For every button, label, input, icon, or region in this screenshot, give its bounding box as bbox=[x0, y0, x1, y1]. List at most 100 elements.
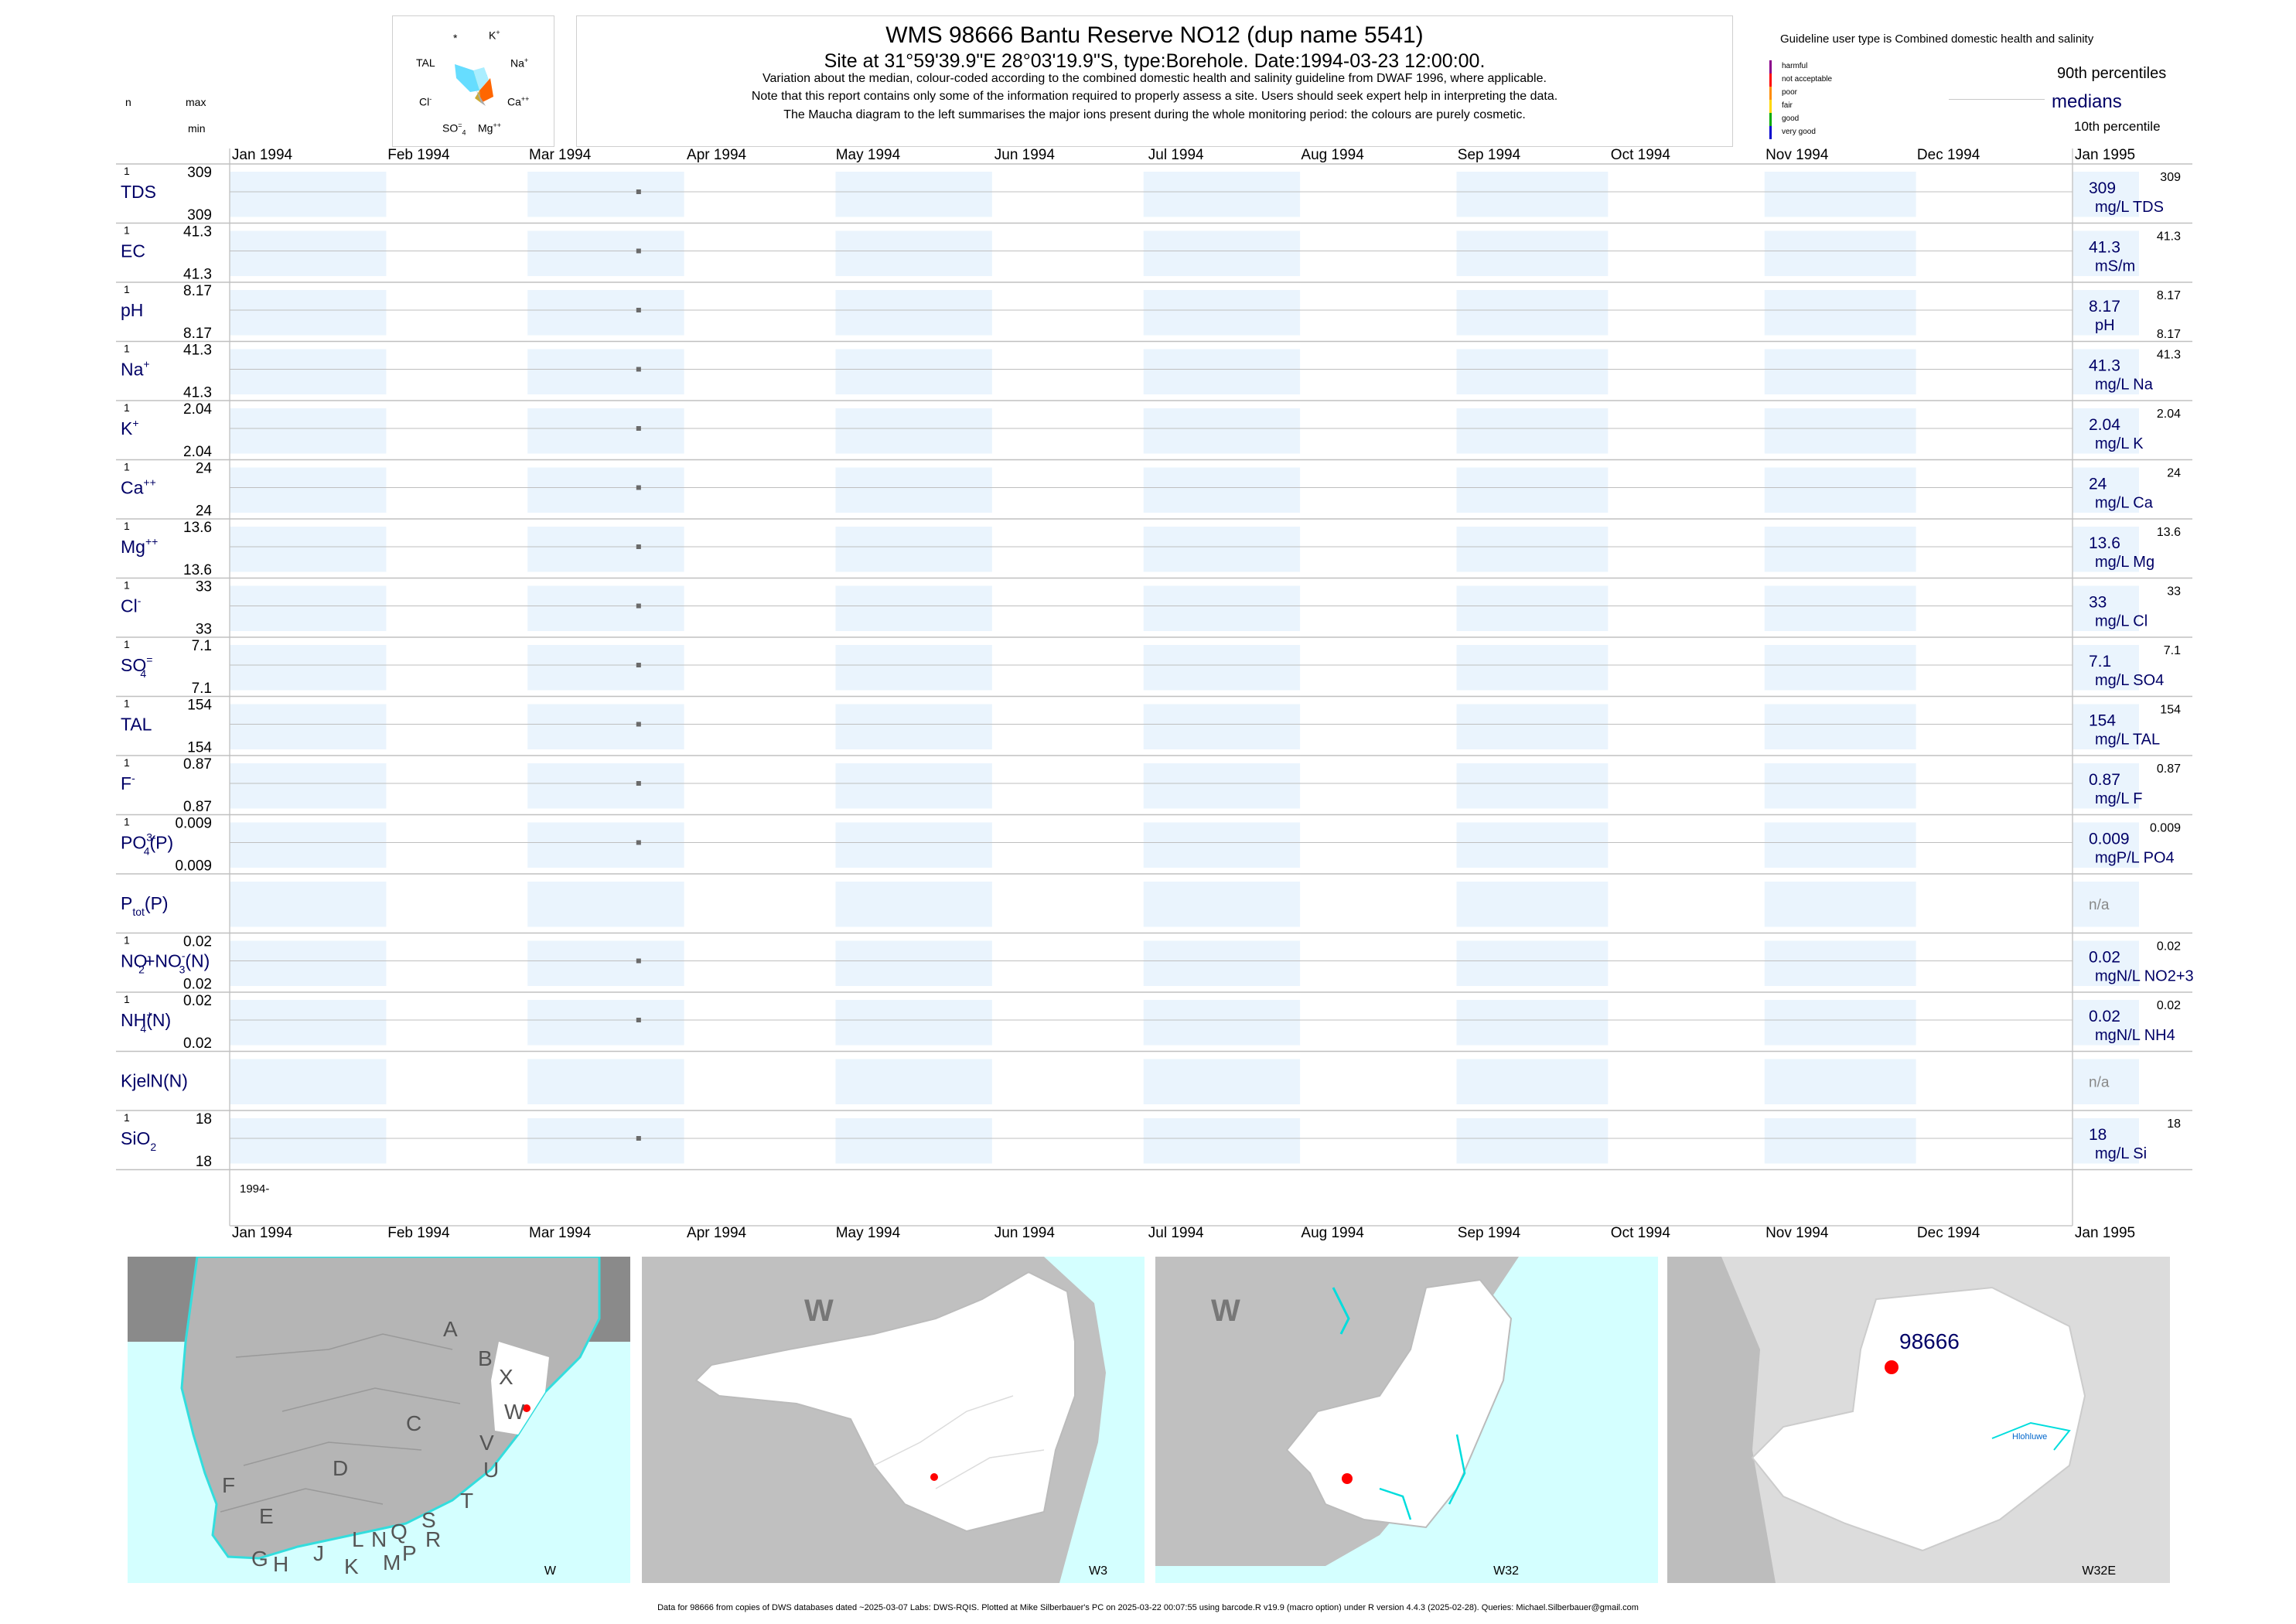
month-band bbox=[835, 408, 992, 454]
month-band bbox=[1764, 349, 1916, 394]
month-band bbox=[1143, 763, 1301, 809]
note-line-1: Variation about the median, colour-coded… bbox=[762, 72, 1547, 85]
row-units: mg/L K bbox=[2095, 435, 2144, 452]
row-max: 0.02 bbox=[183, 993, 212, 1009]
row-max: 8.17 bbox=[183, 283, 212, 299]
x-tick-label-top: Aug 1994 bbox=[1301, 147, 1364, 163]
data-point-no bbox=[636, 958, 641, 964]
month-band bbox=[1764, 940, 1916, 986]
row-max: 0.009 bbox=[175, 816, 212, 832]
month-band bbox=[1456, 467, 1609, 513]
row-p90: 0.009 bbox=[2150, 822, 2181, 835]
month-band bbox=[1456, 1000, 1609, 1046]
row-min: 2.04 bbox=[183, 444, 212, 460]
month-band bbox=[1764, 1059, 1916, 1104]
map-w-letter-b: B bbox=[478, 1346, 493, 1370]
page-title: WMS 98666 Bantu Reserve NO12 (dup name 5… bbox=[885, 22, 1424, 48]
map-w-letter-n: N bbox=[371, 1527, 387, 1551]
row-n: 1 bbox=[124, 816, 130, 828]
month-band bbox=[1764, 527, 1916, 572]
month-band bbox=[2073, 349, 2139, 394]
month-band bbox=[2073, 467, 2139, 513]
month-band bbox=[527, 822, 684, 868]
row-p90: 154 bbox=[2160, 704, 2181, 717]
month-band bbox=[527, 882, 684, 927]
row-n: 1 bbox=[124, 1111, 130, 1124]
x-tick-label-bottom: Apr 1994 bbox=[687, 1225, 747, 1241]
month-band bbox=[527, 704, 684, 749]
month-band bbox=[230, 585, 387, 631]
row-median: 0.02 bbox=[2089, 949, 2120, 967]
month-band bbox=[1143, 230, 1301, 276]
month-band bbox=[835, 585, 992, 631]
maucha-diagram: * K+ TAL Na+ Cl- Ca++ SO=4 Mg++ bbox=[392, 15, 554, 147]
row-units: mg/L Na bbox=[2095, 377, 2154, 394]
maucha-label-k: K+ bbox=[489, 29, 500, 42]
month-band bbox=[1143, 704, 1301, 749]
row-n: 1 bbox=[124, 520, 130, 532]
row-max: 24 bbox=[196, 461, 213, 477]
map-w32e-shape bbox=[1667, 1257, 2170, 1583]
month-band bbox=[1143, 1000, 1301, 1046]
row-n: 1 bbox=[124, 401, 130, 414]
month-band bbox=[527, 645, 684, 691]
month-band bbox=[230, 172, 387, 217]
note-line-3: The Maucha diagram to the left summarise… bbox=[783, 108, 1526, 121]
map-w32-label: W32 bbox=[1493, 1564, 1519, 1578]
map-w32e-place-label: Hlohluwe bbox=[2012, 1432, 2048, 1441]
month-band bbox=[1143, 585, 1301, 631]
month-band bbox=[230, 408, 387, 454]
month-band bbox=[230, 467, 387, 513]
maucha-label-star: * bbox=[453, 32, 458, 44]
map-w-letter-u: U bbox=[483, 1458, 500, 1482]
data-point-nh bbox=[636, 1018, 641, 1022]
month-band bbox=[2073, 408, 2139, 454]
row-n: 1 bbox=[124, 283, 130, 295]
row-p90: 33 bbox=[2167, 585, 2181, 599]
row-p90: 7.1 bbox=[2164, 644, 2181, 657]
row-units: mS/m bbox=[2095, 258, 2135, 275]
month-band bbox=[835, 822, 992, 868]
month-band bbox=[835, 1118, 992, 1164]
month-band bbox=[835, 882, 992, 927]
row-p90: 0.02 bbox=[2157, 940, 2181, 954]
row-p90: 8.17 bbox=[2157, 289, 2181, 302]
guideline-label-5: very good bbox=[1782, 128, 1816, 136]
guideline-color-3 bbox=[1769, 100, 1772, 113]
row-min: 33 bbox=[196, 622, 212, 638]
map-w-letter-f: F bbox=[222, 1473, 236, 1497]
map-w-letter-w: W bbox=[504, 1400, 525, 1424]
month-band bbox=[1456, 645, 1609, 691]
row-min: 41.3 bbox=[183, 385, 212, 401]
row-min: 18 bbox=[196, 1154, 212, 1170]
row-min: 13.6 bbox=[183, 562, 212, 578]
month-band bbox=[230, 940, 387, 986]
row-max: 0.87 bbox=[183, 756, 212, 773]
map-w32e: 98666 Hlohluwe W32E bbox=[1667, 1257, 2170, 1583]
month-band bbox=[1456, 290, 1609, 336]
month-band bbox=[1764, 763, 1916, 809]
column-header-n: n bbox=[125, 96, 131, 108]
month-band bbox=[1456, 1118, 1609, 1164]
month-band bbox=[230, 645, 387, 691]
row-median: 2.04 bbox=[2089, 416, 2120, 434]
variable-label: Na+ bbox=[121, 358, 150, 380]
time-series-chart: Jan 1994 Jan 1994 Feb 1994 Feb 1994 Mar 1994… bbox=[116, 147, 2194, 1241]
map-w32e-site-label: 98666 bbox=[1899, 1329, 1960, 1353]
data-point-sio bbox=[636, 1136, 641, 1141]
row-max: 13.6 bbox=[183, 520, 212, 536]
month-band bbox=[2073, 704, 2139, 749]
data-point-ph bbox=[636, 308, 641, 312]
month-band bbox=[2073, 822, 2139, 868]
row-n: 1 bbox=[124, 638, 130, 650]
variable-label: PO3-4(P) bbox=[121, 831, 173, 858]
variable-label: pH bbox=[121, 300, 143, 320]
map-w-letter-q: Q bbox=[391, 1520, 408, 1544]
month-band bbox=[1143, 940, 1301, 986]
map-w-letter-c: C bbox=[406, 1411, 422, 1435]
data-point-tds bbox=[636, 189, 641, 194]
x-tick-label-bottom: Mar 1994 bbox=[529, 1225, 592, 1241]
row-units: mgN/L NO2+3 bbox=[2095, 968, 2194, 985]
x-tick-label-top: Mar 1994 bbox=[529, 147, 592, 163]
month-band bbox=[1456, 882, 1609, 927]
